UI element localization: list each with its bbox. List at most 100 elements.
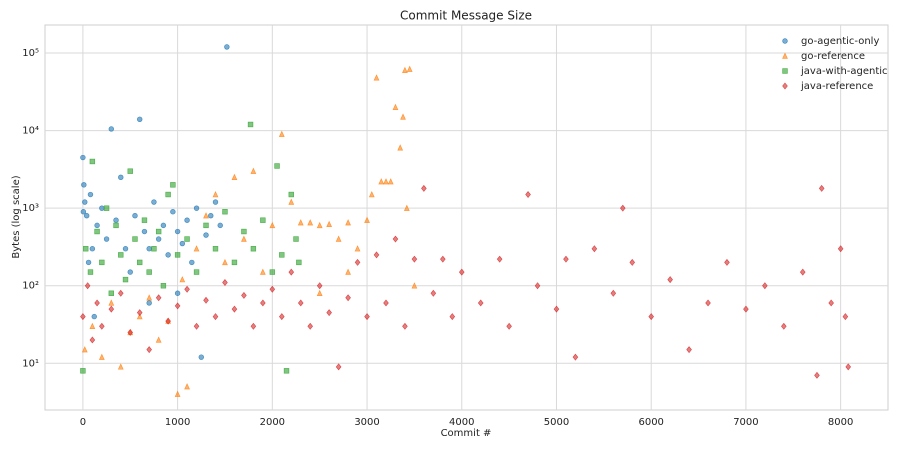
point [354,258,361,266]
point [250,167,257,174]
point [231,305,238,313]
point [165,317,171,325]
y-tick-label: 10¹ [22,358,39,369]
legend-marker [782,52,788,59]
point [99,205,105,211]
point [155,336,162,343]
point [297,219,304,226]
point [667,276,673,284]
point [288,198,295,205]
point [174,302,181,310]
point [165,252,171,258]
point [212,246,219,252]
point [103,205,110,211]
x-axis-label: Commit # [441,428,492,439]
point [108,126,115,132]
point [241,228,247,235]
point [525,191,531,199]
point [174,390,181,397]
point [403,204,410,211]
point [269,269,276,275]
point [629,258,636,266]
point [184,383,190,390]
point [383,299,389,307]
point [231,173,238,181]
point [84,282,91,290]
point [335,235,342,242]
point [184,217,190,223]
point [279,252,285,258]
point [231,259,238,266]
point [203,296,209,304]
legend-label: go-reference [801,51,865,62]
x-tick-label: 5000 [544,417,569,428]
points [80,44,852,397]
point [477,299,484,307]
point [449,313,456,321]
point [402,66,408,73]
point [89,158,96,165]
point [743,305,749,313]
point [193,269,200,275]
point [184,236,190,242]
point [81,182,87,188]
point [260,217,266,223]
point [496,255,503,263]
point [269,285,276,293]
point [137,259,143,266]
point [108,299,115,306]
point [283,368,290,374]
point [179,276,186,283]
point [155,228,162,235]
point [155,294,162,302]
point [392,103,399,110]
x-tick-label: 1000 [165,417,190,428]
point [80,368,86,374]
point [345,219,351,226]
point [117,363,124,370]
point [307,322,313,330]
point [458,268,465,276]
point [118,174,124,181]
point [400,113,406,120]
point [387,178,394,185]
point [288,191,294,198]
point [250,322,257,330]
point [224,44,230,50]
point [174,290,181,296]
point [648,313,654,321]
point [326,309,332,317]
y-axis-label: Bytes (log scale) [11,175,22,258]
point [620,204,626,212]
point [288,268,295,276]
point [80,209,87,215]
point [80,154,86,161]
point [137,116,143,122]
point [397,144,404,151]
point [296,259,302,266]
point [94,299,100,307]
point [146,269,152,275]
x-tick-label: 6000 [638,417,663,428]
point [203,232,209,238]
point [198,354,204,360]
point [174,228,181,235]
point [421,184,427,192]
point [326,220,333,227]
point [193,205,200,211]
point [87,191,94,198]
point [553,305,560,313]
point [127,269,133,275]
point [83,246,89,252]
point [247,121,254,128]
point [814,371,820,379]
point [316,282,323,290]
point [203,212,209,219]
x-tick-label: 3000 [354,417,379,428]
point [99,259,105,266]
point [108,290,115,296]
point [402,322,408,330]
series [80,121,302,374]
point [406,65,413,72]
